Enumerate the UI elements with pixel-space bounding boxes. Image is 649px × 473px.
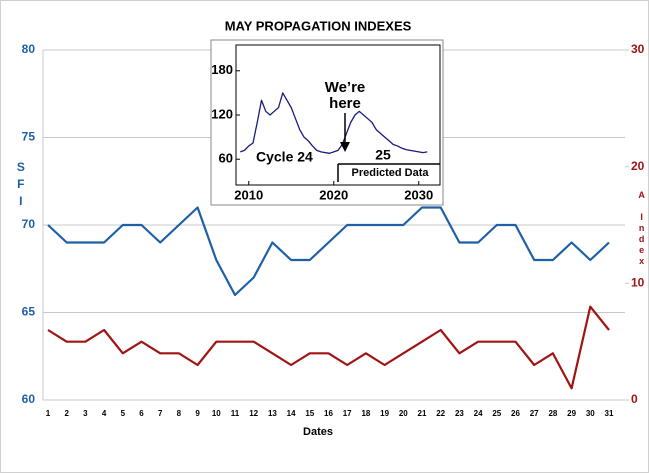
inset-annotation: 25 bbox=[375, 147, 391, 163]
y-tick-label: 80 bbox=[22, 42, 36, 56]
x-tick-label: 22 bbox=[436, 409, 445, 418]
y-tick-label: 70 bbox=[22, 217, 36, 231]
inset-x-tick-label: 2010 bbox=[234, 187, 263, 202]
x-tick-label: 9 bbox=[195, 409, 200, 418]
arrow-head bbox=[340, 142, 350, 152]
x-tick-label: 11 bbox=[231, 409, 240, 418]
x-tick-label: 13 bbox=[268, 409, 277, 418]
x-tick-label: 14 bbox=[287, 409, 296, 418]
inset-x-tick-label: 2030 bbox=[404, 187, 433, 202]
y2-tick-label: 30 bbox=[631, 42, 645, 56]
inset-x-tick-label: 2020 bbox=[319, 187, 348, 202]
x-tick-label: 2 bbox=[64, 409, 69, 418]
x-tick-label: 27 bbox=[530, 409, 539, 418]
x-tick-label: 7 bbox=[158, 409, 163, 418]
y2-tick-label: 0 bbox=[631, 392, 638, 406]
inset-y-tick-label: 180 bbox=[211, 62, 233, 77]
y-axis-label: SFI bbox=[14, 160, 28, 211]
x-tick-label: 1 bbox=[46, 409, 51, 418]
x-tick-label: 25 bbox=[492, 409, 501, 418]
x-tick-label: 17 bbox=[343, 409, 352, 418]
line-series bbox=[47, 206, 610, 297]
y-tick-label: 60 bbox=[22, 392, 36, 406]
x-tick-label: 21 bbox=[418, 409, 427, 418]
chart-title: MAY PROPAGATION INDEXES bbox=[225, 18, 412, 33]
x-tick-label: 20 bbox=[399, 409, 408, 418]
y-tick-label: 65 bbox=[22, 305, 36, 319]
x-tick-label: 30 bbox=[586, 409, 595, 418]
x-tick-label: 26 bbox=[511, 409, 520, 418]
y2-tick-label: 20 bbox=[631, 159, 645, 173]
x-tick-label: 16 bbox=[324, 409, 333, 418]
inset-annotation: Cycle 24 bbox=[256, 149, 313, 165]
x-tick-label: 28 bbox=[548, 409, 557, 418]
x-tick-label: 6 bbox=[139, 409, 144, 418]
x-tick-label: 18 bbox=[361, 409, 370, 418]
inset-annotation: We’re bbox=[325, 79, 366, 96]
inset-annotation: here bbox=[329, 95, 361, 112]
inset-y-tick-label: 60 bbox=[219, 151, 233, 166]
x-tick-label: 8 bbox=[177, 409, 182, 418]
x-tick-label: 10 bbox=[212, 409, 221, 418]
x-axis-label: Dates bbox=[303, 426, 333, 438]
inset-frame bbox=[210, 39, 444, 206]
x-tick-label: 12 bbox=[249, 409, 258, 418]
inset-annotation: Predicted Data bbox=[351, 167, 429, 179]
x-tick-label: 24 bbox=[474, 409, 483, 418]
inset-y-tick-label: 120 bbox=[211, 106, 233, 121]
y2-tick-label: 10 bbox=[631, 276, 645, 290]
x-tick-label: 23 bbox=[455, 409, 464, 418]
y-tick-label: 75 bbox=[22, 130, 36, 144]
line-series bbox=[47, 305, 610, 390]
line-series bbox=[240, 92, 428, 154]
x-tick-label: 29 bbox=[567, 409, 576, 418]
x-tick-label: 15 bbox=[305, 409, 314, 418]
y2-axis-label: A Index bbox=[637, 190, 647, 267]
x-tick-label: 3 bbox=[83, 409, 88, 418]
x-tick-label: 5 bbox=[121, 409, 126, 418]
x-tick-label: 31 bbox=[605, 409, 614, 418]
x-tick-label: 19 bbox=[380, 409, 389, 418]
x-tick-label: 4 bbox=[102, 409, 107, 418]
